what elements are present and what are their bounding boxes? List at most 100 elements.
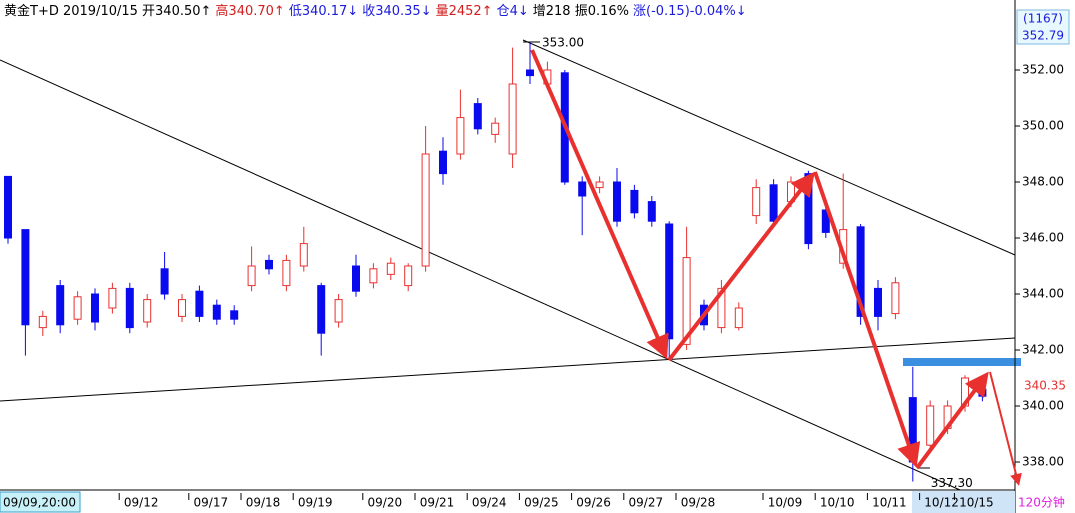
support-line [0, 337, 1016, 402]
candle-body [230, 310, 239, 320]
y-tick-label: 348.00 [1022, 175, 1064, 189]
candle-body [734, 307, 743, 329]
header-item: 量2452↑ [436, 4, 493, 19]
header-item: 高340.70↑ [215, 3, 284, 19]
y-tick-label: 352.00 [1022, 63, 1064, 77]
cursor-count: (1167) [1023, 12, 1063, 26]
candle-body [404, 265, 413, 287]
candle-body [717, 287, 726, 329]
channel-line [522, 39, 1016, 256]
candle-body [630, 189, 639, 214]
candle-body [352, 265, 360, 292]
candle-body [769, 184, 778, 222]
channel-line [0, 59, 961, 491]
trend-arrow [813, 171, 921, 468]
header-item: 黄金T+D 2019/10/15 开340.50↑ [4, 3, 211, 19]
candle-body [160, 268, 169, 295]
x-tick-label: 10/10 [820, 496, 855, 510]
candle-body [108, 287, 117, 309]
x-tick-label: 10/11 [872, 496, 907, 510]
candle-body [265, 259, 273, 270]
candle-body [282, 259, 291, 287]
candle-body [874, 287, 882, 317]
candle-body [978, 388, 987, 397]
candle-body [386, 262, 395, 275]
x-tick-label: 09/17 [194, 496, 229, 510]
drawing-lines [0, 39, 1021, 491]
candle-body [21, 229, 30, 326]
candle-body [526, 69, 534, 77]
header-item: 增218 振0.16% [533, 4, 629, 19]
y-tick-label: 342.00 [1022, 343, 1064, 357]
x-tick-label: 09/26 [576, 496, 611, 510]
x-tick-label: 09/25 [524, 496, 559, 510]
candle-body [856, 226, 865, 317]
x-start-box [0, 491, 81, 513]
high-annotation: 353.00 [542, 36, 584, 50]
candle-body [299, 243, 308, 267]
candle-body [926, 405, 935, 446]
last-price: 340.35 [1024, 379, 1066, 393]
candle-body [752, 187, 761, 217]
cursor-box [1016, 9, 1070, 45]
x-tick-label: 09/19 [298, 496, 333, 510]
candle-body [334, 299, 343, 323]
candle-body [195, 290, 204, 317]
candle-body [421, 153, 430, 267]
candle-body [439, 150, 447, 175]
candle-body [369, 268, 378, 284]
trend-arrow [989, 371, 1022, 486]
candle-body [125, 287, 134, 329]
candle-body [682, 257, 691, 345]
x-tick-label: 09/28 [681, 496, 716, 510]
candle-body [317, 285, 326, 334]
x-tick-label: 09/12 [124, 496, 159, 510]
y-tick-label: 346.00 [1022, 231, 1064, 245]
y-tick-label: 340.00 [1022, 399, 1064, 413]
x-tick-label: 10/09 [768, 496, 803, 510]
x-tick-label: 09/24 [472, 496, 507, 510]
candle-body [212, 304, 221, 320]
x-tick-label: 10/15 [959, 496, 994, 510]
arrows [530, 49, 1022, 486]
x-tick-label: 09/18 [246, 496, 281, 510]
low-annotation: 337.30 [931, 476, 973, 490]
x-tick-label: 09/09,20:00 [3, 496, 76, 510]
candle-body [38, 315, 47, 329]
trend-arrow [915, 371, 989, 470]
y-tick-label: 344.00 [1022, 287, 1064, 301]
candle-body [647, 201, 656, 222]
trend-arrow [530, 49, 669, 360]
candle-body [578, 181, 587, 197]
header-item: 仓4↓ [497, 4, 529, 19]
candle-body [56, 285, 65, 326]
candle-body [508, 83, 517, 155]
x-highlight [912, 491, 1015, 513]
candle-body [595, 181, 604, 189]
candle-body [73, 296, 82, 320]
candle-body [491, 122, 500, 135]
header-item: 低340.17↓ [289, 4, 358, 19]
cursor-price: 352.79 [1022, 29, 1064, 43]
candle-body [4, 175, 12, 239]
candle-body [891, 282, 900, 315]
x-tick-label: 09/20 [368, 496, 403, 510]
candle-body [143, 299, 152, 323]
x-tick-label: 09/27 [629, 496, 664, 510]
x-tick-label: 09/21 [420, 496, 455, 510]
candle-body [665, 223, 674, 340]
candle-body [613, 181, 621, 222]
candle-body [473, 103, 482, 130]
header-item: 涨(-0.15)-0.04%↓ [633, 4, 747, 19]
y-tick-label: 350.00 [1022, 119, 1064, 133]
period-label: 120分钟 [1018, 495, 1065, 510]
candle-body [456, 117, 465, 155]
candles [4, 42, 987, 482]
candle-body [821, 209, 830, 233]
trend-arrow [667, 171, 815, 362]
x-tick-label: 10/12 [924, 496, 959, 510]
header-item: 收340.35↓ [362, 4, 431, 19]
